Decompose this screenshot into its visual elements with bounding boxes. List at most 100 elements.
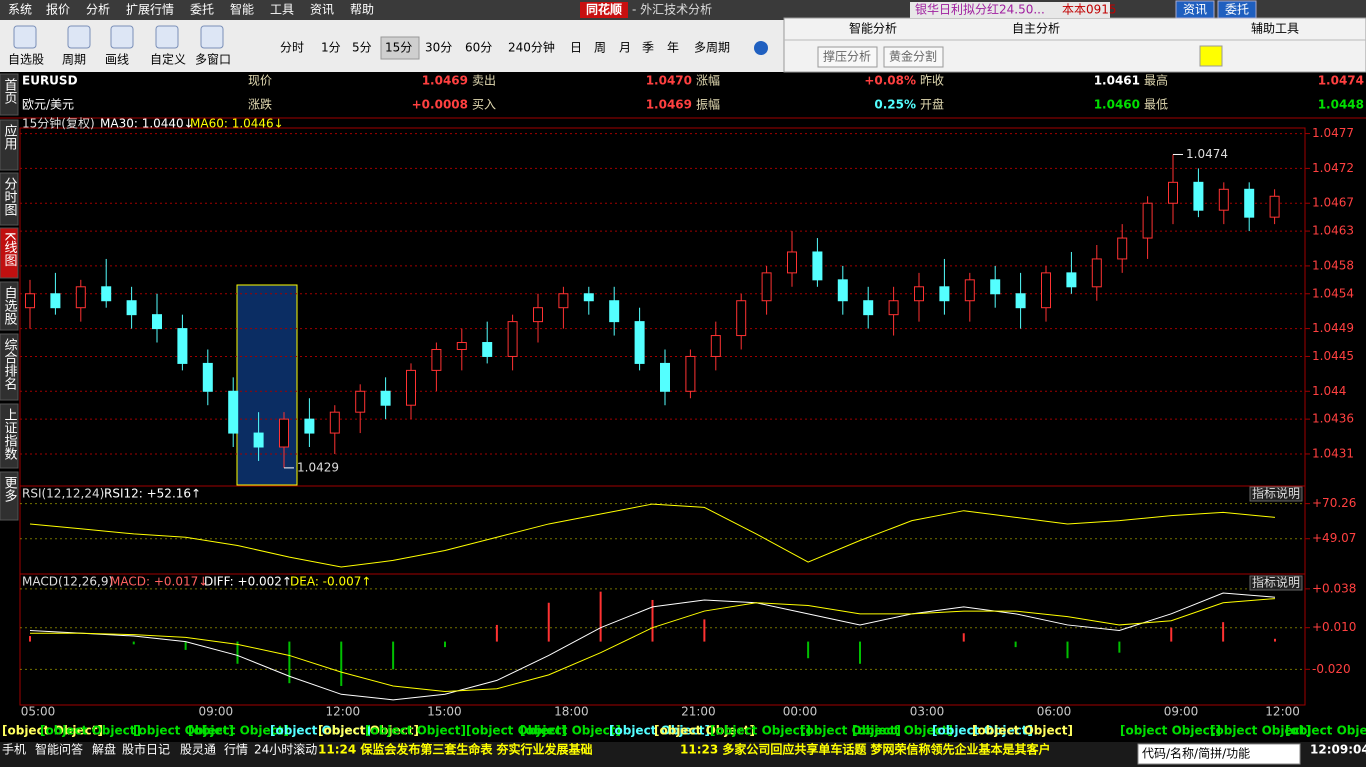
candle-body: [75, 286, 86, 309]
sidebar-label[interactable]: 综合排名: [2, 338, 18, 390]
top-button[interactable]: [1217, 0, 1257, 19]
tool-icon[interactable]: [110, 25, 134, 49]
bottom-tab[interactable]: 行情: [224, 743, 248, 757]
tool-icon[interactable]: [13, 25, 37, 49]
menu-item[interactable]: 扩展行情: [126, 3, 174, 17]
candle-body: [1091, 258, 1102, 288]
tool-label[interactable]: 多窗口: [195, 53, 231, 67]
top-button-label[interactable]: 委托: [1225, 3, 1249, 17]
chart-subtitle: 15分钟(复权): [22, 116, 95, 131]
sidebar-label[interactable]: 分时图: [2, 177, 18, 216]
period-button[interactable]: 60分: [465, 41, 492, 55]
period-button[interactable]: 1分: [321, 41, 341, 55]
news-item[interactable]: 11:24 保监会发布第三套生命表 夯实行业发展基础: [318, 742, 593, 757]
y-tick-label: -0.020: [1312, 662, 1351, 676]
indicator-title: RSI(12,12,24): [22, 487, 104, 501]
sidebar-tab[interactable]: [0, 172, 19, 226]
period-button[interactable]: 年: [667, 41, 679, 55]
index-item: [object Object]: [365, 724, 466, 738]
period-button[interactable]: 15分: [385, 41, 412, 55]
menu-item[interactable]: 分析: [86, 3, 110, 17]
quote-label: 昨收: [920, 74, 944, 88]
sidebar-tab[interactable]: [0, 281, 19, 331]
menu-item[interactable]: 委托: [190, 3, 214, 17]
tool-label[interactable]: 自选股: [8, 53, 44, 67]
period-button[interactable]: 5分: [352, 41, 372, 55]
candle-body: [126, 300, 137, 316]
sidebar-label[interactable]: 自选股: [2, 286, 18, 326]
sidebar-tab[interactable]: [0, 119, 19, 171]
bottom-tab[interactable]: 智能问答: [35, 742, 83, 757]
sidebar-tab[interactable]: [0, 227, 19, 279]
candle-body: [964, 279, 975, 302]
panel-tab[interactable]: 自主分析: [1012, 22, 1060, 36]
top-button-label[interactable]: 资讯: [1183, 3, 1207, 17]
indicator-line: [29, 592, 1276, 701]
panel-button[interactable]: [817, 46, 878, 68]
bottom-tab[interactable]: 24小时滚动: [254, 742, 317, 757]
tool-icon[interactable]: [155, 25, 179, 49]
bottom-tab[interactable]: 股灵通: [180, 743, 216, 757]
menu-item[interactable]: 资讯: [310, 3, 334, 17]
candle-body: [710, 335, 721, 357]
menu-item[interactable]: 系统: [8, 3, 32, 17]
period-button[interactable]: 30分: [425, 41, 452, 55]
search-box[interactable]: [1137, 743, 1301, 765]
candle-body: [202, 362, 213, 392]
index-item: [object Object]: [40, 724, 141, 738]
top-button[interactable]: [1175, 0, 1215, 19]
y-tick-label: 1.0445: [1312, 349, 1354, 363]
sidebar-tab[interactable]: [0, 471, 19, 521]
candle-body: [355, 390, 366, 413]
menu-item[interactable]: 报价: [46, 2, 70, 17]
indicator-button-label[interactable]: 指标说明: [1252, 575, 1300, 590]
period-button[interactable]: 240分钟: [508, 40, 555, 55]
tool-label[interactable]: 自定义: [150, 52, 186, 67]
quote-label: 最高: [1144, 73, 1168, 88]
indicator-button[interactable]: [1249, 486, 1303, 502]
settings-icon[interactable]: [754, 41, 768, 55]
period-button[interactable]: 分时: [280, 41, 304, 55]
x-tick-label: 12:00: [326, 705, 361, 719]
bottom-tab[interactable]: 手机: [2, 743, 26, 757]
candle-body: [914, 286, 924, 302]
period-button[interactable]: 多周期: [694, 41, 730, 55]
period-button[interactable]: 日: [570, 41, 582, 55]
search-placeholder[interactable]: 代码/名称/简拼/功能: [1142, 746, 1250, 761]
sidebar-label[interactable]: 应用: [2, 123, 18, 151]
tool-label[interactable]: 画线: [105, 53, 129, 67]
panel-button-label[interactable]: 撑压分析: [823, 49, 871, 64]
period-button[interactable]: 季: [642, 41, 654, 55]
sidebar-tab[interactable]: [0, 73, 19, 116]
tool-label[interactable]: 周期: [62, 53, 86, 67]
sidebar-label[interactable]: 首页: [2, 78, 18, 104]
menu-item[interactable]: 帮助: [350, 3, 374, 17]
menu-item[interactable]: 工具: [270, 3, 294, 17]
panel-button-label[interactable]: 黄金分割: [889, 49, 937, 64]
news-item[interactable]: 11:23 多家公司回应共享单车话题 梦网荣信称领先企业基本是其客户: [680, 742, 1051, 757]
color-swatch[interactable]: [1199, 45, 1223, 67]
bottom-tab[interactable]: 股市日记: [122, 742, 170, 757]
sidebar-tab[interactable]: [0, 403, 19, 469]
sidebar-tab[interactable]: [0, 333, 19, 401]
indicator-button-label[interactable]: 指标说明: [1252, 486, 1300, 501]
candle-body: [329, 411, 340, 434]
sidebar-label[interactable]: K线图: [2, 232, 18, 267]
y-tick-label: 1.044: [1312, 384, 1346, 398]
tool-icon[interactable]: [200, 25, 224, 49]
candle-body: [1168, 181, 1178, 204]
menu-item[interactable]: 智能: [230, 2, 254, 17]
sidebar-label[interactable]: 更多: [2, 476, 18, 502]
indicator-line: [30, 598, 1276, 693]
period-button[interactable]: 月: [619, 41, 631, 55]
panel-tab[interactable]: 辅助工具: [1251, 22, 1299, 36]
indicator-button[interactable]: [1249, 575, 1303, 591]
period-button[interactable]: 周: [594, 41, 606, 55]
sidebar-label[interactable]: 上证指数: [2, 408, 18, 460]
bottom-tab[interactable]: 解盘: [92, 742, 116, 757]
tool-icon[interactable]: [67, 25, 91, 49]
panel-tab[interactable]: 智能分析: [849, 21, 897, 36]
panel-button[interactable]: [883, 46, 944, 68]
candle-body: [50, 293, 61, 309]
x-tick-label: 05:00: [21, 705, 56, 719]
